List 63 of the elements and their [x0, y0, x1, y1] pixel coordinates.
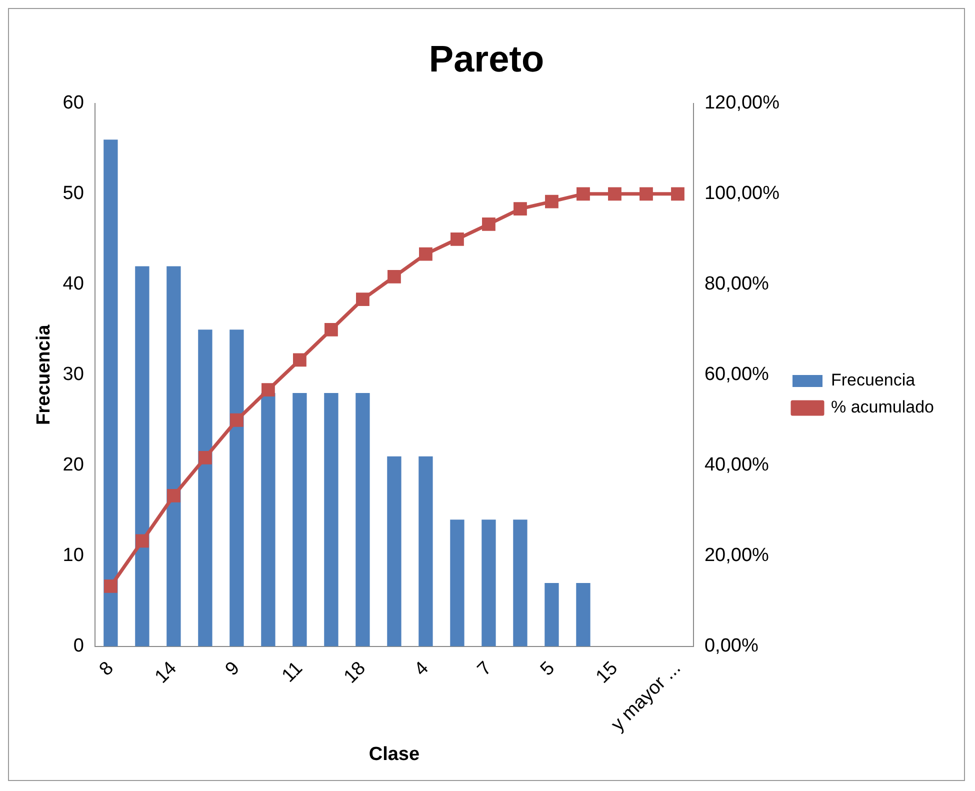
point	[514, 202, 527, 216]
bar	[198, 330, 212, 646]
point	[104, 579, 118, 593]
y2-tick-label: 0,00%	[704, 636, 758, 657]
y-tick-label: 50	[62, 183, 84, 204]
x-tick-label: 15	[592, 658, 622, 688]
point	[198, 450, 212, 464]
point	[576, 187, 590, 201]
point	[640, 187, 653, 201]
bar	[324, 392, 338, 646]
bar	[230, 330, 244, 646]
point	[608, 187, 622, 201]
point	[419, 247, 432, 261]
bar	[513, 520, 528, 646]
y2-tick-label: 40,00%	[704, 454, 770, 476]
bar	[135, 266, 150, 646]
legend-label: % acumulado	[830, 398, 934, 417]
bar	[482, 520, 496, 646]
x-axis-title: Clase	[368, 744, 420, 765]
point	[262, 383, 275, 397]
x-tick-label: 7	[474, 658, 496, 680]
bar	[166, 266, 181, 646]
x-tick-label: 11	[278, 658, 307, 687]
point	[545, 194, 558, 208]
y-axis-title: Frecuencia	[34, 324, 55, 426]
point	[671, 187, 684, 201]
bar	[104, 140, 118, 646]
y-tick-label: 0	[73, 636, 84, 657]
bar	[387, 456, 402, 646]
point	[388, 270, 401, 284]
x-tick-label: 9	[222, 658, 244, 680]
point	[293, 353, 306, 367]
point	[450, 232, 464, 246]
bar	[292, 392, 307, 646]
y2-tick-label: 80,00%	[704, 274, 770, 295]
point	[166, 488, 180, 502]
x-tick-label: 5	[536, 658, 559, 680]
bar	[356, 392, 370, 646]
y2-tick-label: 60,00%	[704, 364, 770, 386]
bar	[544, 583, 559, 646]
y2-tick-label: 120,00%	[704, 92, 780, 114]
point	[356, 292, 370, 306]
y-tick-label: 10	[62, 545, 84, 566]
x-tick-label: 14	[151, 658, 182, 688]
legend-label: Frecuencia	[830, 370, 916, 390]
x-tick-label: 8	[96, 658, 118, 680]
bar	[576, 583, 590, 646]
point	[324, 322, 338, 336]
chart-title: Pareto	[428, 38, 544, 80]
x-tick-label: 18	[340, 658, 370, 688]
y-tick-label: 60	[62, 92, 84, 114]
y2-tick-label: 20,00%	[704, 545, 770, 566]
point	[482, 218, 496, 231]
y2-tick-label: 100,00%	[704, 183, 780, 204]
y-tick-label: 30	[62, 364, 84, 386]
y-tick-label: 40	[62, 274, 84, 295]
bar	[418, 456, 433, 646]
point	[230, 413, 244, 427]
y-tick-label: 20	[62, 454, 84, 476]
point	[135, 534, 149, 548]
bar	[261, 392, 276, 646]
bar	[450, 520, 464, 646]
x-tick-label: 4	[410, 658, 434, 680]
